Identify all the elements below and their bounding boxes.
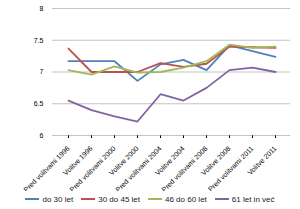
html-text:46 do 60 let: 46 do 60 let (165, 194, 207, 204)
svg-text:Volitve 2008: Volitve 2008 (199, 144, 232, 177)
svg-text:Volitve 2011: Volitve 2011 (246, 145, 278, 177)
svg-text:6: 6 (40, 132, 44, 139)
html-text:61 let in več: 61 let in več (231, 194, 275, 204)
svg-text:7.5: 7.5 (34, 36, 44, 43)
svg-text:Pred volitvami 1996: Pred volitvami 1996 (22, 145, 70, 191)
svg-text:Volitve 2004: Volitve 2004 (153, 144, 186, 177)
svg-text:Volitve 2000: Volitve 2000 (107, 144, 140, 177)
svg-text:Pred volitvami 2008: Pred volitvami 2008 (160, 145, 208, 191)
svg-text:Pred volitvami 2011: Pred volitvami 2011 (207, 145, 255, 191)
svg-text:Pred volitvami 2004: Pred volitvami 2004 (114, 145, 162, 191)
html-text:do 30 let: do 30 let (42, 194, 74, 204)
svg-text:Volitve 1996: Volitve 1996 (61, 144, 94, 177)
svg-text:Pred volitvami 2000: Pred volitvami 2000 (68, 145, 116, 191)
svg-text:8: 8 (40, 5, 44, 12)
svg-text:7: 7 (40, 68, 44, 75)
svg-text:6.5: 6.5 (34, 100, 44, 107)
html-text:30 do 45 let: 30 do 45 let (98, 194, 140, 204)
